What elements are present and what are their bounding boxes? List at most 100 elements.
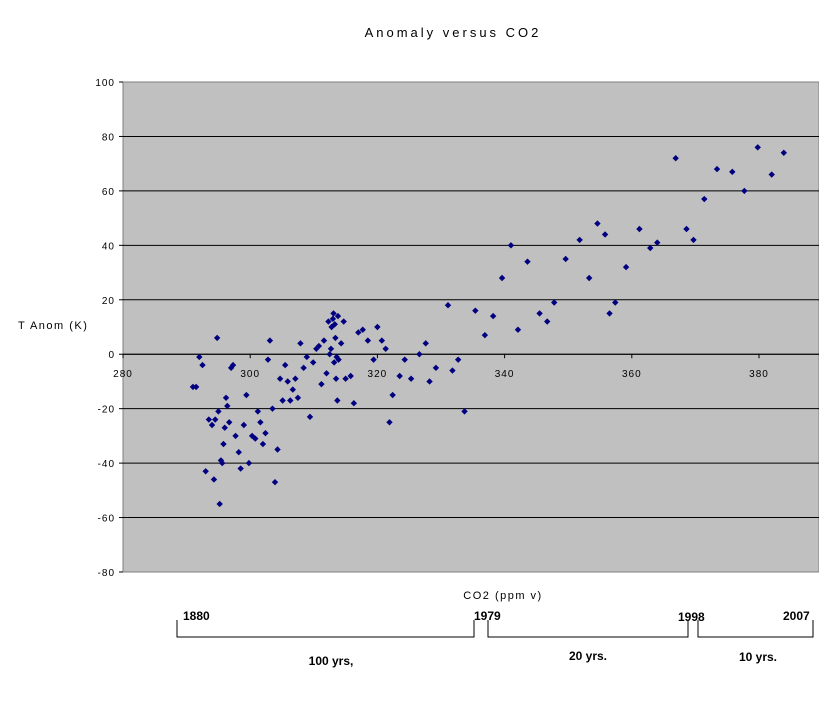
data-point — [489, 312, 497, 320]
timeline-span-10-yrs: 10 yrs. — [739, 650, 777, 664]
data-point — [426, 378, 433, 385]
data-point — [647, 244, 654, 252]
data-point — [654, 239, 661, 246]
data-point — [768, 171, 775, 178]
data-point — [444, 302, 452, 309]
data-point — [355, 329, 362, 336]
data-point — [325, 318, 332, 325]
data-point — [612, 299, 619, 306]
data-point — [416, 351, 423, 358]
y-tick-label: 60 — [102, 187, 115, 198]
data-point — [315, 342, 323, 350]
data-point — [281, 361, 289, 369]
data-point — [422, 340, 429, 347]
data-point — [222, 394, 230, 401]
data-point — [359, 326, 366, 333]
data-point — [289, 386, 297, 393]
x-tick-label: 280 — [113, 369, 133, 380]
x-tick-label: 360 — [622, 369, 642, 380]
data-point — [297, 340, 304, 347]
data-point — [331, 321, 338, 328]
data-point — [269, 405, 276, 412]
data-point — [340, 318, 347, 325]
data-point — [254, 408, 262, 415]
data-point — [318, 380, 325, 388]
data-point — [303, 353, 311, 361]
data-point — [544, 318, 551, 325]
data-point — [407, 375, 415, 382]
data-point — [350, 400, 358, 407]
data-point — [454, 356, 462, 363]
data-point — [551, 299, 558, 306]
data-point — [309, 359, 317, 366]
data-point — [259, 440, 267, 448]
data-point — [306, 413, 314, 421]
data-point — [226, 419, 233, 426]
data-point — [215, 408, 222, 415]
x-tick-label: 380 — [749, 369, 769, 380]
data-point — [287, 397, 294, 404]
data-point — [248, 432, 256, 440]
data-point — [332, 334, 339, 342]
data-point — [292, 375, 299, 382]
data-point — [210, 476, 218, 483]
gridlines — [119, 81, 819, 573]
data-point — [334, 312, 342, 320]
y-tick-label: -60 — [98, 514, 115, 525]
data-point — [741, 187, 748, 195]
timeline-bracket-1880-1979 — [176, 620, 475, 638]
data-point — [386, 419, 393, 426]
data-point — [252, 435, 259, 442]
data-point — [378, 337, 386, 344]
data-point — [266, 337, 274, 344]
data-point — [320, 337, 328, 344]
y-tick-label: 0 — [108, 350, 115, 361]
data-point — [601, 231, 609, 238]
data-point — [264, 356, 272, 363]
data-point — [335, 356, 342, 363]
data-point — [332, 375, 340, 382]
timeline-year-1998: 1998 — [678, 610, 705, 624]
data-point — [334, 397, 341, 404]
data-point — [472, 307, 479, 314]
timeline-span-100-yrs: 100 yrs, — [309, 654, 354, 668]
data-point — [229, 361, 237, 369]
data-point — [672, 155, 679, 162]
timeline-year-1880: 1880 — [183, 609, 210, 623]
data-point — [300, 364, 307, 372]
data-point — [208, 421, 216, 429]
data-point — [274, 446, 281, 453]
data-point — [729, 168, 736, 176]
data-point — [330, 359, 338, 366]
data-point — [262, 429, 269, 437]
data-point — [327, 345, 335, 352]
data-point — [396, 372, 403, 380]
data-point — [329, 315, 337, 323]
data-point — [514, 326, 522, 333]
y-axis-label: T Anom (K) — [18, 320, 88, 332]
data-point — [243, 391, 250, 399]
x-tick-label: 340 — [495, 369, 515, 380]
data-point — [232, 432, 239, 440]
data-point — [294, 394, 302, 401]
data-points — [189, 144, 788, 508]
data-point — [271, 478, 279, 486]
x-tick-labels: 280 300 320 340 360 380 — [113, 369, 769, 380]
timeline-bracket-1998-2007 — [697, 620, 814, 638]
data-point — [284, 378, 291, 385]
data-point — [235, 449, 242, 456]
data-point — [221, 424, 228, 431]
data-point — [342, 375, 349, 382]
data-point — [606, 310, 613, 317]
data-point — [594, 220, 601, 227]
data-point — [683, 225, 690, 233]
data-point — [237, 465, 244, 472]
data-point — [220, 440, 227, 448]
data-point — [701, 195, 708, 203]
data-point — [432, 364, 440, 372]
data-point — [449, 367, 456, 374]
data-point — [216, 500, 223, 508]
data-point — [205, 416, 213, 423]
data-point — [199, 361, 206, 369]
y-tick-labels: -80 -60 -40 -20 0 20 40 60 80 100 — [95, 78, 115, 579]
